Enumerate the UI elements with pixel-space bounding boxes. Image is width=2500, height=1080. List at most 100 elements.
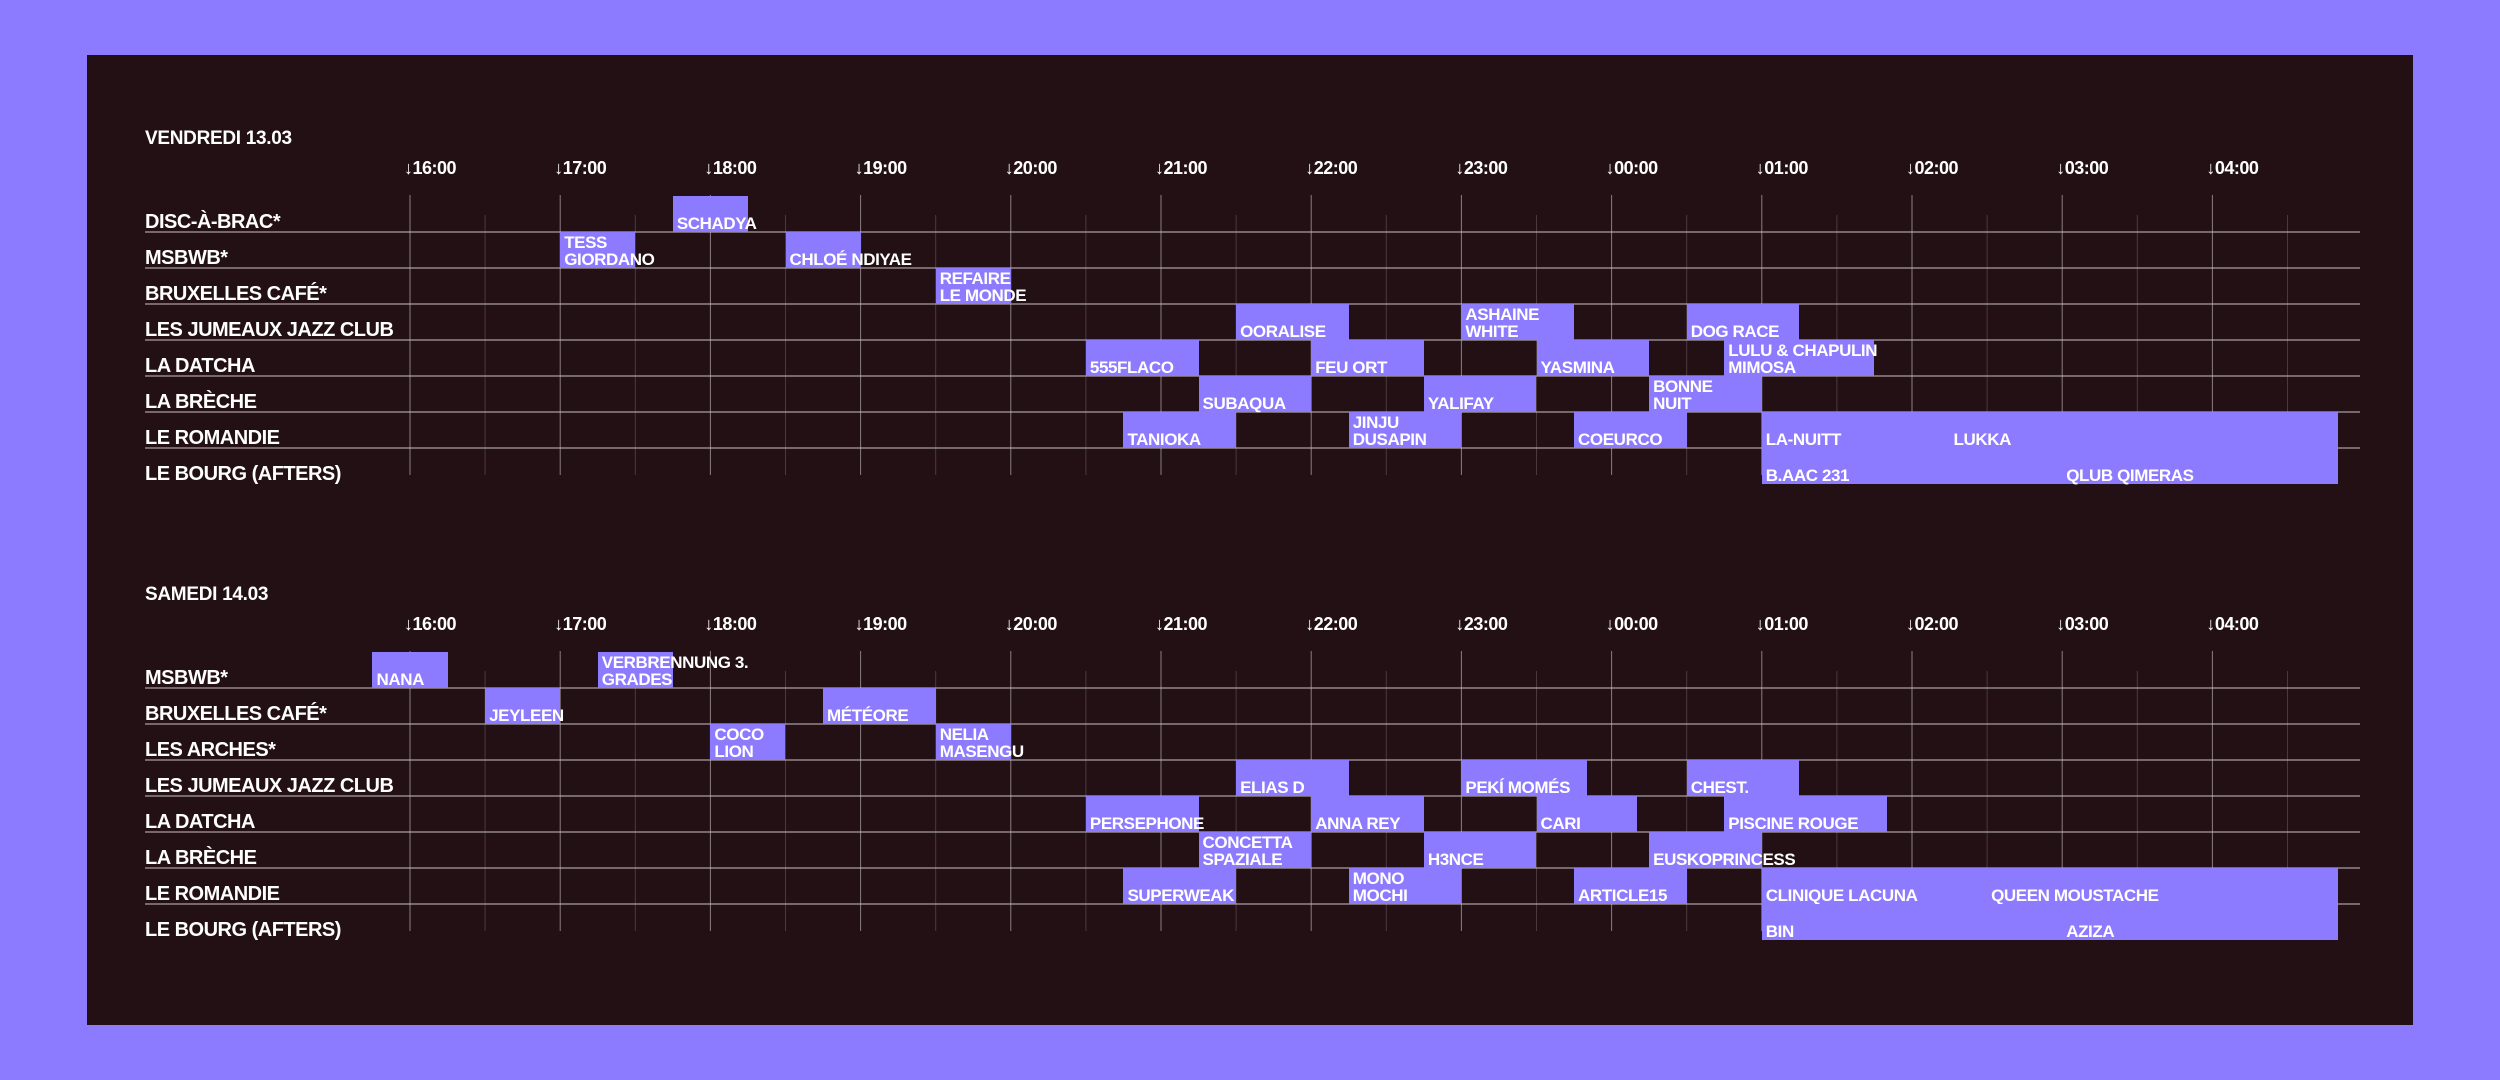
time-tick-label: ↓01:00 <box>1755 614 1809 634</box>
set-block[interactable]: CONCETTA SPAZIALE <box>1198 832 1312 868</box>
venue-label: LES ARCHES* <box>145 739 276 761</box>
artist-name: AZIZA <box>2066 922 2115 941</box>
artist-name: DOG RACE <box>1690 322 1780 341</box>
day-section: SAMEDI 14.03 ↓16:00 ↓17:00 ↓18:00 ↓19:00 ↓20:… <box>87 511 2413 940</box>
artist-name: OORALISE <box>1240 322 1326 341</box>
venue-label: MSBWB* <box>145 667 228 689</box>
artist-name: VERBRENNUNG 3. GRADES <box>601 653 749 689</box>
artist-name: CLINIQUE LACUNA <box>1765 886 1918 905</box>
time-tick-label: ↓21:00 <box>1155 158 1208 178</box>
set-block[interactable]: LULU & CHAPULIN MIMOSA <box>1724 340 1878 377</box>
artist-name: PEKÍ MOMÉS <box>1465 778 1571 797</box>
set-block[interactable]: BIN <box>1761 904 2063 940</box>
set-block[interactable]: JINJU DUSAPIN <box>1348 412 1462 449</box>
artist-name: QLUB QIMERAS <box>2066 466 2194 485</box>
set-block[interactable]: BONNE NUIT <box>1649 376 1762 412</box>
set-block[interactable]: QUEEN MOUSTACHE <box>1987 868 2338 904</box>
set-block[interactable]: YALIFAY <box>1423 376 1537 413</box>
set-block[interactable]: QLUB QIMERAS <box>2062 448 2338 485</box>
venue-label: LE BOURG (AFTERS) <box>145 919 341 941</box>
time-tick-label: ↓01:00 <box>1755 158 1809 178</box>
artist-name: MONO MOCHI <box>1352 869 1408 905</box>
set-block[interactable]: B.AAC 231 <box>1761 448 2063 485</box>
set-block[interactable]: AZIZA <box>2062 904 2338 941</box>
set-block[interactable]: OORALISE <box>1236 304 1349 340</box>
set-block[interactable]: 555FLACO <box>1085 340 1199 376</box>
artist-name: LULU & CHAPULIN MIMOSA <box>1728 341 1878 377</box>
artist-name: PERSEPHONE <box>1089 814 1204 833</box>
artist-name: CHEST. <box>1690 778 1749 797</box>
artist-name: YASMINA <box>1540 358 1615 377</box>
time-tick-label: ↓23:00 <box>1455 158 1508 178</box>
set-block[interactable]: DOG RACE <box>1686 304 1800 341</box>
venue-label: MSBWB* <box>145 247 228 269</box>
venue-label: LA DATCHA <box>145 811 255 833</box>
set-block[interactable]: COEURCO <box>1574 412 1687 448</box>
venue-label: LE ROMANDIE <box>145 427 280 449</box>
set-block[interactable]: NELIA MASENGU <box>935 724 1024 760</box>
set-block[interactable]: PERSEPHONE <box>1085 796 1204 832</box>
set-block[interactable]: COCO LION <box>710 724 786 761</box>
set-block[interactable]: ASHAINE WHITE <box>1461 304 1575 341</box>
artist-name: BONNE NUIT <box>1653 377 1713 413</box>
artist-name: ASHAINE WHITE <box>1465 305 1540 341</box>
day-section: VENDREDI 13.03 ↓16:00 ↓17:00 ↓18:00 ↓19:00 ↓2… <box>87 55 2413 484</box>
artist-name: B.AAC 231 <box>1765 466 1850 485</box>
set-block[interactable]: TESS GIORDANO <box>560 232 655 268</box>
set-block[interactable]: PEKÍ MOMÉS <box>1461 760 1587 797</box>
set-block[interactable]: YASMINA <box>1536 340 1650 377</box>
set-block[interactable]: TANIOKA <box>1123 412 1237 448</box>
time-tick-label: ↓00:00 <box>1605 614 1659 634</box>
artist-name: COCO LION <box>714 725 764 761</box>
set-block[interactable]: CARI <box>1536 796 1637 832</box>
set-block[interactable]: LA-NUITT <box>1761 412 1950 449</box>
set-block[interactable]: CLINIQUE LACUNA <box>1761 868 1988 905</box>
time-tick-label: ↓20:00 <box>1004 158 1058 178</box>
time-tick-label: ↓04:00 <box>2206 158 2259 178</box>
venue-label: LES JUMEAUX JAZZ CLUB <box>145 775 394 797</box>
set-block[interactable]: MÉTÉORE <box>823 688 936 724</box>
venue-label: LES JUMEAUX JAZZ CLUB <box>145 319 394 341</box>
time-tick-label: ↓04:00 <box>2206 614 2259 634</box>
time-tick-label: ↓16:00 <box>404 158 457 178</box>
set-block[interactable]: SUPERWEAK <box>1123 868 1237 904</box>
set-block[interactable]: SCHADYA <box>672 196 757 232</box>
set-block[interactable]: FEU ORT <box>1311 340 1424 376</box>
set-block[interactable]: H3NCE <box>1423 832 1537 868</box>
set-block[interactable]: CHLOÉ NDIYAE <box>785 232 912 268</box>
artist-name: LA-NUITT <box>1765 430 1842 449</box>
artist-name: MÉTÉORE <box>827 706 909 725</box>
time-tick-label: ↓23:00 <box>1455 614 1508 634</box>
artist-name: TESS GIORDANO <box>564 233 655 269</box>
set-block[interactable]: ELIAS D <box>1236 760 1349 796</box>
set-block[interactable]: LUKKA <box>1949 412 2338 449</box>
artist-name: EUSKOPRINCESS <box>1653 850 1796 869</box>
set-block[interactable]: MONO MOCHI <box>1348 868 1462 905</box>
set-block[interactable]: ARTICLE15 <box>1574 868 1687 904</box>
time-tick-label: ↓19:00 <box>854 158 908 178</box>
artist-name: ARTICLE15 <box>1578 886 1668 905</box>
set-block[interactable]: ANNA REY <box>1311 796 1424 832</box>
time-tick-label: ↓17:00 <box>554 158 607 178</box>
set-block[interactable]: REFAIRE LE MONDE <box>935 268 1027 304</box>
artist-name: SCHADYA <box>676 214 757 233</box>
artist-name: YALIFAY <box>1427 394 1494 413</box>
set-block[interactable]: EUSKOPRINCESS <box>1649 832 1796 868</box>
venue-label: BRUXELLES CAFÉ* <box>145 703 327 725</box>
artist-name: ELIAS D <box>1240 778 1305 797</box>
set-block[interactable]: JEYLEEN <box>485 688 564 724</box>
time-tick-label: ↓02:00 <box>1906 614 1959 634</box>
time-tick-label: ↓18:00 <box>704 158 757 178</box>
set-block[interactable]: SUBAQUA <box>1198 376 1312 412</box>
set-block[interactable]: PISCINE ROUGE <box>1724 796 1887 832</box>
artist-name: CHLOÉ NDIYAE <box>789 250 913 269</box>
set-block[interactable]: NANA <box>372 652 448 688</box>
artist-name: LUKKA <box>1953 430 2012 449</box>
time-tick-label: ↓03:00 <box>2056 158 2109 178</box>
day-title: VENDREDI 13.03 <box>145 128 292 149</box>
artist-name: REFAIRE LE MONDE <box>939 269 1027 305</box>
set-block[interactable]: VERBRENNUNG 3. GRADES <box>597 652 749 688</box>
set-block[interactable]: CHEST. <box>1686 760 1800 797</box>
artist-name: JINJU DUSAPIN <box>1352 413 1427 449</box>
venue-label: LA BRÈCHE <box>145 391 257 413</box>
